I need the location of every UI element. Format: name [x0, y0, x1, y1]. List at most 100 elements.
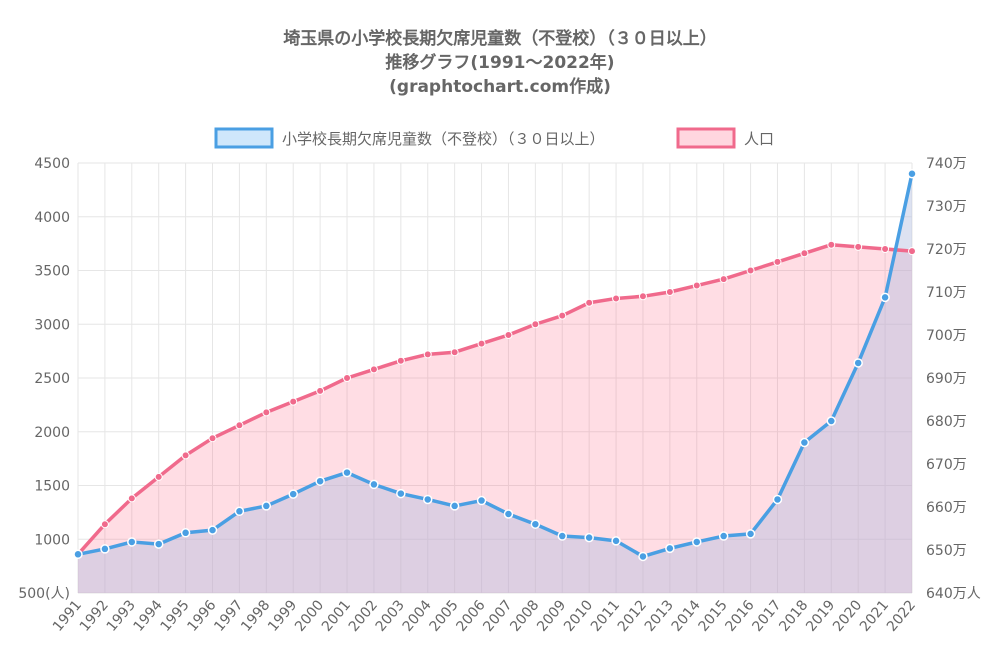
point-population	[423, 350, 432, 359]
y-left-tick-label: 1500	[34, 479, 70, 495]
legend: 小学校長期欠席児童数（不登校）（３０日以上） 人口	[214, 127, 774, 149]
point-absentees	[665, 543, 675, 554]
x-tick-label: 1995	[158, 597, 193, 635]
point-absentees	[234, 506, 245, 517]
x-tick-label: 2011	[588, 597, 623, 635]
point-population	[585, 298, 594, 307]
point-absentees	[557, 531, 568, 541]
x-tick-label: 1992	[77, 597, 112, 635]
point-population	[127, 494, 136, 503]
point-absentees	[342, 467, 352, 478]
x-tick-label: 1998	[238, 597, 273, 635]
y-axis-left: 500(人) 1000 1500 2000 2500 3000 3500 4000 4500	[18, 156, 70, 602]
point-population	[908, 247, 916, 256]
point-absentees	[772, 494, 783, 505]
point-population	[881, 245, 890, 253]
point-absentees	[180, 528, 191, 538]
x-tick-label: 2001	[319, 597, 354, 635]
point-population	[504, 331, 513, 339]
point-absentees	[503, 509, 514, 519]
x-tick-label: 2019	[803, 597, 838, 635]
point-population	[262, 408, 271, 417]
point-absentees	[853, 358, 863, 368]
point-population	[477, 339, 486, 348]
x-tick-label: 2012	[615, 597, 650, 635]
point-population	[827, 240, 836, 249]
x-tick-label: 1997	[211, 597, 246, 635]
point-population	[665, 288, 674, 296]
point-population	[154, 472, 163, 481]
point-absentees	[396, 488, 406, 499]
point-absentees	[611, 536, 621, 546]
point-population	[181, 451, 190, 460]
x-tick-label: 2014	[669, 597, 704, 635]
point-absentees	[369, 479, 379, 490]
point-absentees	[207, 525, 218, 535]
point-absentees	[73, 549, 83, 560]
point-population	[719, 275, 728, 284]
point-population	[235, 421, 244, 430]
series-points	[73, 169, 917, 562]
point-population	[343, 374, 352, 382]
point-absentees	[153, 539, 164, 549]
grid	[77, 162, 913, 594]
point-population	[746, 266, 755, 275]
x-tick-label: 2018	[776, 597, 811, 635]
x-tick-label: 2010	[561, 597, 596, 635]
point-population	[369, 365, 378, 374]
point-population	[531, 320, 540, 329]
point-population	[316, 386, 325, 395]
legend-swatch-blue	[214, 127, 274, 149]
y-right-tick-label: 640万人	[926, 586, 981, 602]
point-population	[100, 520, 109, 529]
legend-swatch-pink	[676, 127, 736, 149]
x-tick-label: 2004	[400, 597, 435, 635]
point-absentees	[826, 416, 837, 426]
point-population	[692, 281, 701, 290]
y-left-tick-label: 1000	[34, 532, 70, 548]
x-tick-label: 1996	[184, 597, 219, 635]
point-absentees	[718, 531, 729, 541]
x-tick-label: 2017	[749, 597, 784, 635]
point-population	[612, 294, 621, 303]
point-absentees	[530, 519, 541, 529]
point-absentees	[638, 551, 648, 562]
point-absentees	[100, 544, 110, 554]
chart-title: 埼玉県の小学校長期欠席児童数（不登校）（３０日以上） 推移グラフ(1991～202…	[283, 28, 717, 97]
point-absentees	[799, 437, 810, 448]
point-population	[289, 397, 298, 406]
x-axis: 1991199219931994199519961997199819992000…	[50, 597, 919, 635]
point-population	[854, 242, 863, 251]
y-right-tick-label: 680万	[926, 414, 967, 430]
point-absentees	[315, 476, 325, 486]
y-right-tick-label: 740万	[926, 156, 967, 172]
x-tick-label: 1999	[265, 597, 300, 635]
point-absentees	[422, 494, 433, 505]
x-tick-label: 2009	[534, 597, 569, 635]
line-absentees	[77, 173, 914, 559]
y-right-tick-label: 650万	[926, 543, 967, 559]
line-population	[76, 242, 913, 556]
title-line: (graphtochart.com作成)	[389, 76, 611, 97]
x-tick-label: 2016	[722, 597, 757, 635]
area-population	[78, 244, 912, 593]
series-lines	[76, 173, 914, 559]
point-absentees	[907, 169, 917, 179]
point-absentees	[288, 489, 298, 499]
x-tick-label: 2005	[427, 597, 462, 635]
x-tick-label: 2002	[346, 597, 381, 635]
point-absentees	[476, 495, 487, 506]
point-absentees	[127, 537, 137, 547]
title-line: 推移グラフ(1991～2022年)	[385, 52, 614, 73]
point-population	[450, 348, 459, 357]
point-absentees	[692, 537, 702, 547]
y-axis-right: 640万人 650万 660万 670万 680万 690万 700万 710万 720万 730…	[926, 156, 981, 602]
y-right-tick-label: 690万	[926, 371, 967, 387]
point-population	[558, 311, 567, 320]
point-absentees	[584, 532, 594, 543]
x-tick-label: 1993	[104, 597, 139, 635]
y-left-tick-label: 4500	[34, 156, 70, 172]
x-tick-label: 2013	[642, 597, 677, 635]
y-left-tick-label: 3500	[34, 264, 70, 280]
